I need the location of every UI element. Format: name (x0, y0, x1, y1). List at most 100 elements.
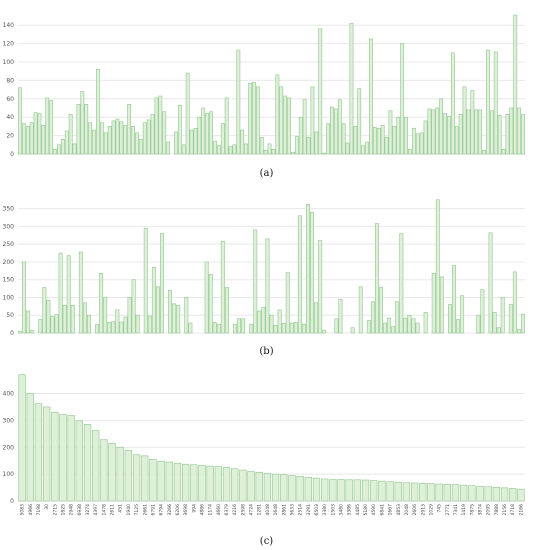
bar (404, 116, 408, 155)
bar (259, 137, 264, 155)
bar (493, 51, 498, 155)
y-tick-label: 0 (10, 498, 14, 505)
y-tick-label: 200 (3, 259, 15, 266)
bar (337, 99, 342, 155)
bar (158, 95, 163, 155)
x-tick-label: 1029 (428, 504, 434, 516)
bar (396, 116, 401, 155)
bar (304, 477, 312, 502)
bar (435, 199, 440, 334)
bar (22, 261, 27, 334)
bar (353, 126, 358, 155)
bar (435, 483, 443, 502)
bar (376, 127, 381, 155)
bar (58, 252, 63, 334)
bar (214, 466, 222, 502)
x-tick-label: 1503 (330, 504, 336, 516)
bar (427, 483, 435, 502)
x-tick-label: 2661 (142, 504, 148, 516)
bar (312, 477, 321, 502)
bar (517, 488, 525, 502)
x-tick-label: 451 (118, 504, 124, 513)
bar (350, 327, 355, 334)
x-tick-label: 6206 (175, 504, 181, 516)
x-tick-label: 3386 (347, 504, 353, 516)
bar (42, 406, 51, 502)
bar (21, 123, 26, 155)
x-tick-label: 6503 (314, 504, 320, 516)
y-tick-label: 120 (3, 41, 15, 48)
bar (283, 95, 288, 155)
x-tick-label: 4853 (396, 504, 402, 516)
bar (34, 403, 43, 502)
bar (361, 145, 366, 155)
x-tick-label: 2861 (281, 504, 287, 516)
bar (296, 475, 304, 502)
bar (326, 123, 330, 155)
bar (329, 479, 337, 502)
bar (248, 82, 252, 155)
bar (111, 120, 116, 155)
bar (247, 471, 255, 502)
x-tick-label: 4660 (216, 504, 222, 516)
bar (87, 314, 91, 334)
bar (212, 322, 217, 334)
bar (505, 114, 510, 155)
bar (151, 266, 156, 334)
bar (135, 132, 139, 155)
bar (135, 314, 140, 334)
bar (173, 463, 182, 502)
x-tick-label: 4724 (249, 504, 255, 516)
bar (150, 114, 155, 155)
bar (193, 127, 198, 155)
caption-a: (a) (259, 168, 274, 179)
bar (361, 479, 370, 502)
bar (185, 72, 190, 155)
bar (392, 126, 397, 155)
bar (500, 487, 509, 502)
bar (435, 107, 440, 155)
bar (127, 104, 132, 155)
bar (516, 329, 521, 334)
bar (318, 28, 323, 155)
x-tick-label: 4048 (265, 504, 271, 516)
bar (26, 393, 34, 502)
bar (415, 133, 420, 155)
bar (448, 304, 452, 334)
bar (501, 149, 506, 155)
bar (322, 152, 327, 155)
bar (277, 309, 282, 334)
x-tick-label: 4485 (355, 504, 361, 516)
bar (297, 215, 302, 334)
bar (423, 120, 428, 155)
bar (29, 122, 34, 155)
bar (273, 324, 278, 334)
bar (318, 240, 323, 334)
bar (423, 312, 428, 334)
bar (482, 150, 486, 155)
bar (46, 300, 51, 334)
bar (279, 86, 284, 155)
bar (480, 289, 485, 334)
bar (321, 478, 329, 502)
bar (263, 150, 268, 155)
bar (181, 463, 190, 502)
bar (68, 114, 73, 155)
bar (119, 121, 124, 155)
y-tick-label: 150 (3, 277, 15, 284)
bar (349, 23, 354, 155)
x-tick-label: 4886 (199, 504, 205, 516)
bar (131, 126, 135, 155)
bar (492, 312, 497, 334)
bar (166, 141, 171, 155)
bar (492, 486, 501, 502)
bar (263, 473, 272, 502)
x-tick-label: 7875 (469, 504, 475, 516)
bar (353, 479, 362, 502)
bar (174, 131, 178, 155)
bar (53, 149, 57, 155)
x-tick-label: 2048 (404, 504, 410, 516)
bar (119, 321, 124, 334)
bar (138, 138, 143, 155)
x-tick-label: 1940 (126, 504, 132, 516)
